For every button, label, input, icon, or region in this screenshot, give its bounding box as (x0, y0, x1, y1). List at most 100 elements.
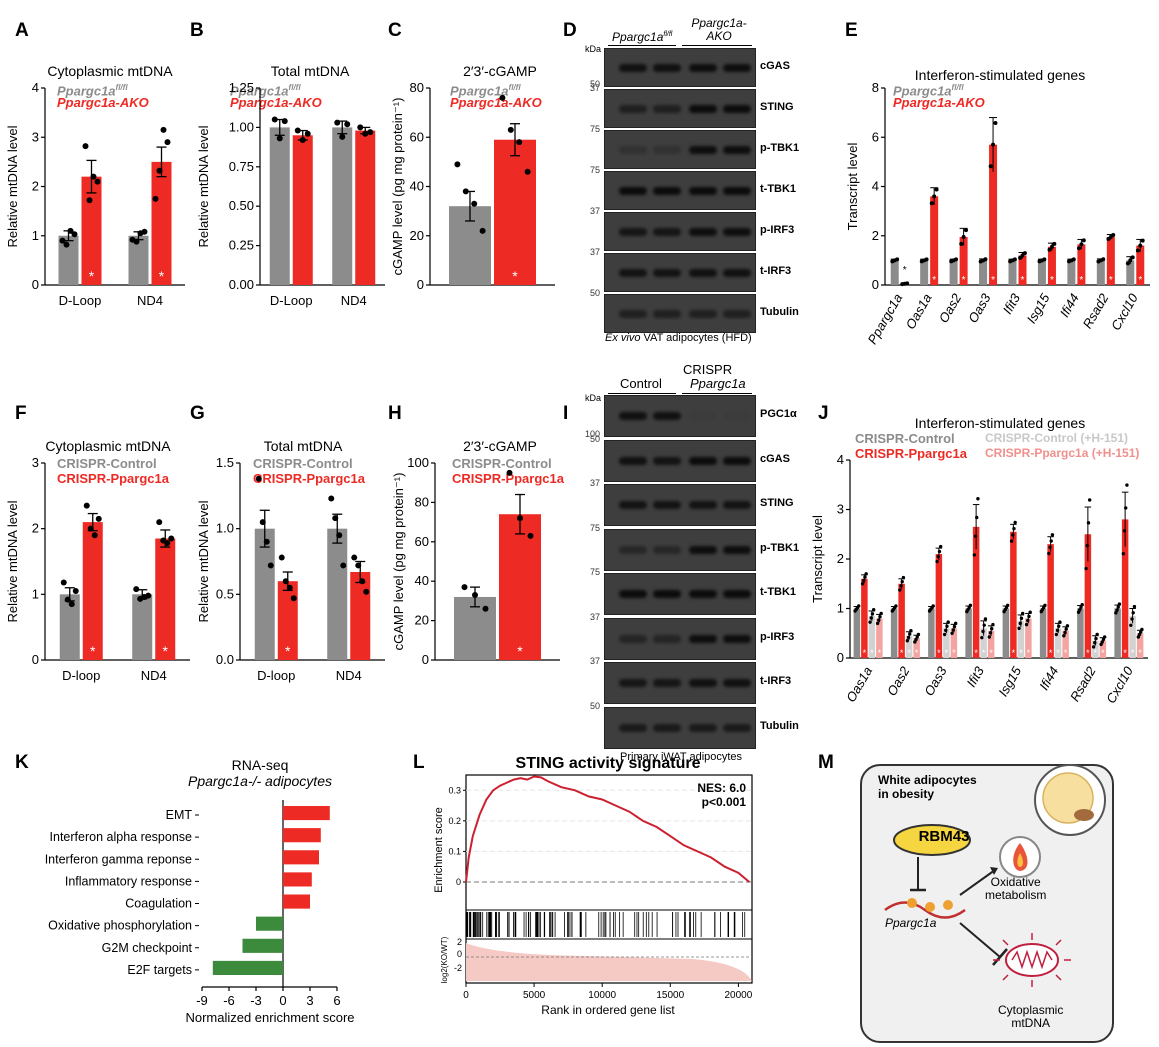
y-tick-label: 1.5 (216, 455, 234, 470)
data-point (936, 554, 940, 559)
significance-marker: * (1131, 648, 1135, 658)
significance-marker: * (163, 643, 169, 659)
y-tick-label: 6 (872, 129, 879, 144)
ribosome-icon (907, 898, 917, 908)
data-point (527, 532, 534, 539)
data-point (976, 497, 980, 501)
data-point (905, 639, 910, 643)
chart-title: Cytoplasmic mtDNA (47, 63, 173, 79)
bar (890, 260, 899, 285)
data-point (507, 126, 514, 133)
x-tick-label: Oas1a (843, 664, 875, 705)
blot-band (619, 723, 647, 732)
y-tick-label: 1 (32, 586, 39, 601)
x-tick-label: Cxcl10 (1108, 290, 1141, 333)
blot-band (689, 268, 717, 277)
panel-label-j: J (818, 403, 829, 424)
inhibit-line-mtdna (959, 922, 1001, 958)
data-point (344, 121, 351, 128)
arrow-to-oxidative (959, 869, 996, 896)
bar (853, 608, 861, 658)
y-axis-label: Transcript level (845, 143, 860, 231)
chart-title: Interferon-stimulated genes (915, 67, 1085, 83)
data-point (932, 194, 937, 199)
band-label: Tubulin (760, 305, 799, 318)
blot-band (723, 227, 751, 236)
bar (1136, 633, 1144, 658)
blot-band (619, 309, 647, 318)
category-label: Interferon alpha response (50, 830, 193, 844)
blot-d-underline-right (682, 45, 752, 46)
arrow-head-icon (990, 867, 998, 875)
panel-label-h: H (388, 403, 402, 424)
blot-band (619, 545, 647, 554)
chart-title: RNA-seq (232, 757, 289, 773)
bar (876, 618, 883, 658)
x-tick-label: Isg15 (995, 663, 1024, 699)
data-point (1095, 632, 1099, 637)
x-tick-label: Oas3 (921, 663, 950, 698)
blot-band (723, 501, 751, 509)
blot-band (723, 634, 751, 643)
data-point (1013, 520, 1017, 525)
significance-marker: * (1064, 648, 1068, 658)
blot-band (653, 268, 681, 277)
data-point (164, 540, 171, 547)
data-point (1115, 608, 1119, 612)
legend-control-h: CRISPR-Control (452, 456, 552, 471)
bar (1121, 519, 1129, 658)
blot-band (619, 63, 647, 72)
blot-band (689, 679, 717, 687)
ribosome-icon (943, 900, 953, 910)
blot-band (619, 412, 647, 420)
chart-subtitle: Ppargc1a-/- adipocytes (188, 773, 332, 789)
bar (930, 196, 939, 285)
x-tick-label: 3 (306, 993, 313, 1008)
blot-band (619, 679, 647, 687)
data-point (454, 161, 461, 168)
data-point (90, 173, 97, 180)
data-point (472, 591, 478, 598)
y-tick-label: 60 (415, 534, 429, 549)
legend-ko-a: Ppargc1a-AKO (57, 95, 149, 110)
data-point (278, 554, 285, 561)
bar (283, 872, 312, 887)
chart-title: Interferon-stimulated genes (915, 415, 1085, 431)
blot-band (653, 723, 681, 732)
y-tick-label: 20 (415, 613, 429, 628)
y-tick-label: 1.00 (229, 119, 254, 134)
data-point (863, 575, 867, 579)
panel-label-d: D (563, 20, 577, 41)
bar (1010, 531, 1017, 658)
data-point (1012, 526, 1016, 531)
band-label: cGAS (760, 59, 790, 72)
blot-band (689, 590, 717, 598)
bar (1054, 628, 1062, 658)
data-point (86, 197, 93, 204)
bar (950, 628, 958, 658)
flame-inner-icon (1017, 853, 1023, 867)
data-point (263, 538, 270, 545)
data-point (877, 618, 881, 622)
data-point (145, 592, 152, 599)
panel-label-c: C (388, 20, 402, 41)
legend-control-c: Ppargc1afl/fl (450, 83, 521, 99)
significance-marker: * (937, 648, 941, 658)
bar (283, 828, 321, 843)
x-tick-label: Ifi44 (1057, 291, 1082, 320)
y-tick-label: 3 (32, 455, 39, 470)
x-tick-label: Oas2 (936, 290, 965, 325)
data-point (290, 595, 297, 602)
bar (82, 522, 103, 660)
blot-band (653, 590, 681, 598)
significance-marker: * (1050, 275, 1054, 286)
mw-marker: 50 (589, 79, 600, 89)
chart-l: STING activity signature 0 0.1 0.2 0.3 Enrich… (433, 755, 753, 1017)
data-point (991, 142, 996, 147)
significance-marker: * (952, 648, 956, 658)
data-point (1063, 630, 1067, 635)
data-point (946, 620, 950, 624)
blot-strip (604, 253, 756, 292)
blot-d-footer: Ex vivo VAT adipocytes (HFD) (605, 332, 752, 344)
data-point (68, 601, 75, 608)
